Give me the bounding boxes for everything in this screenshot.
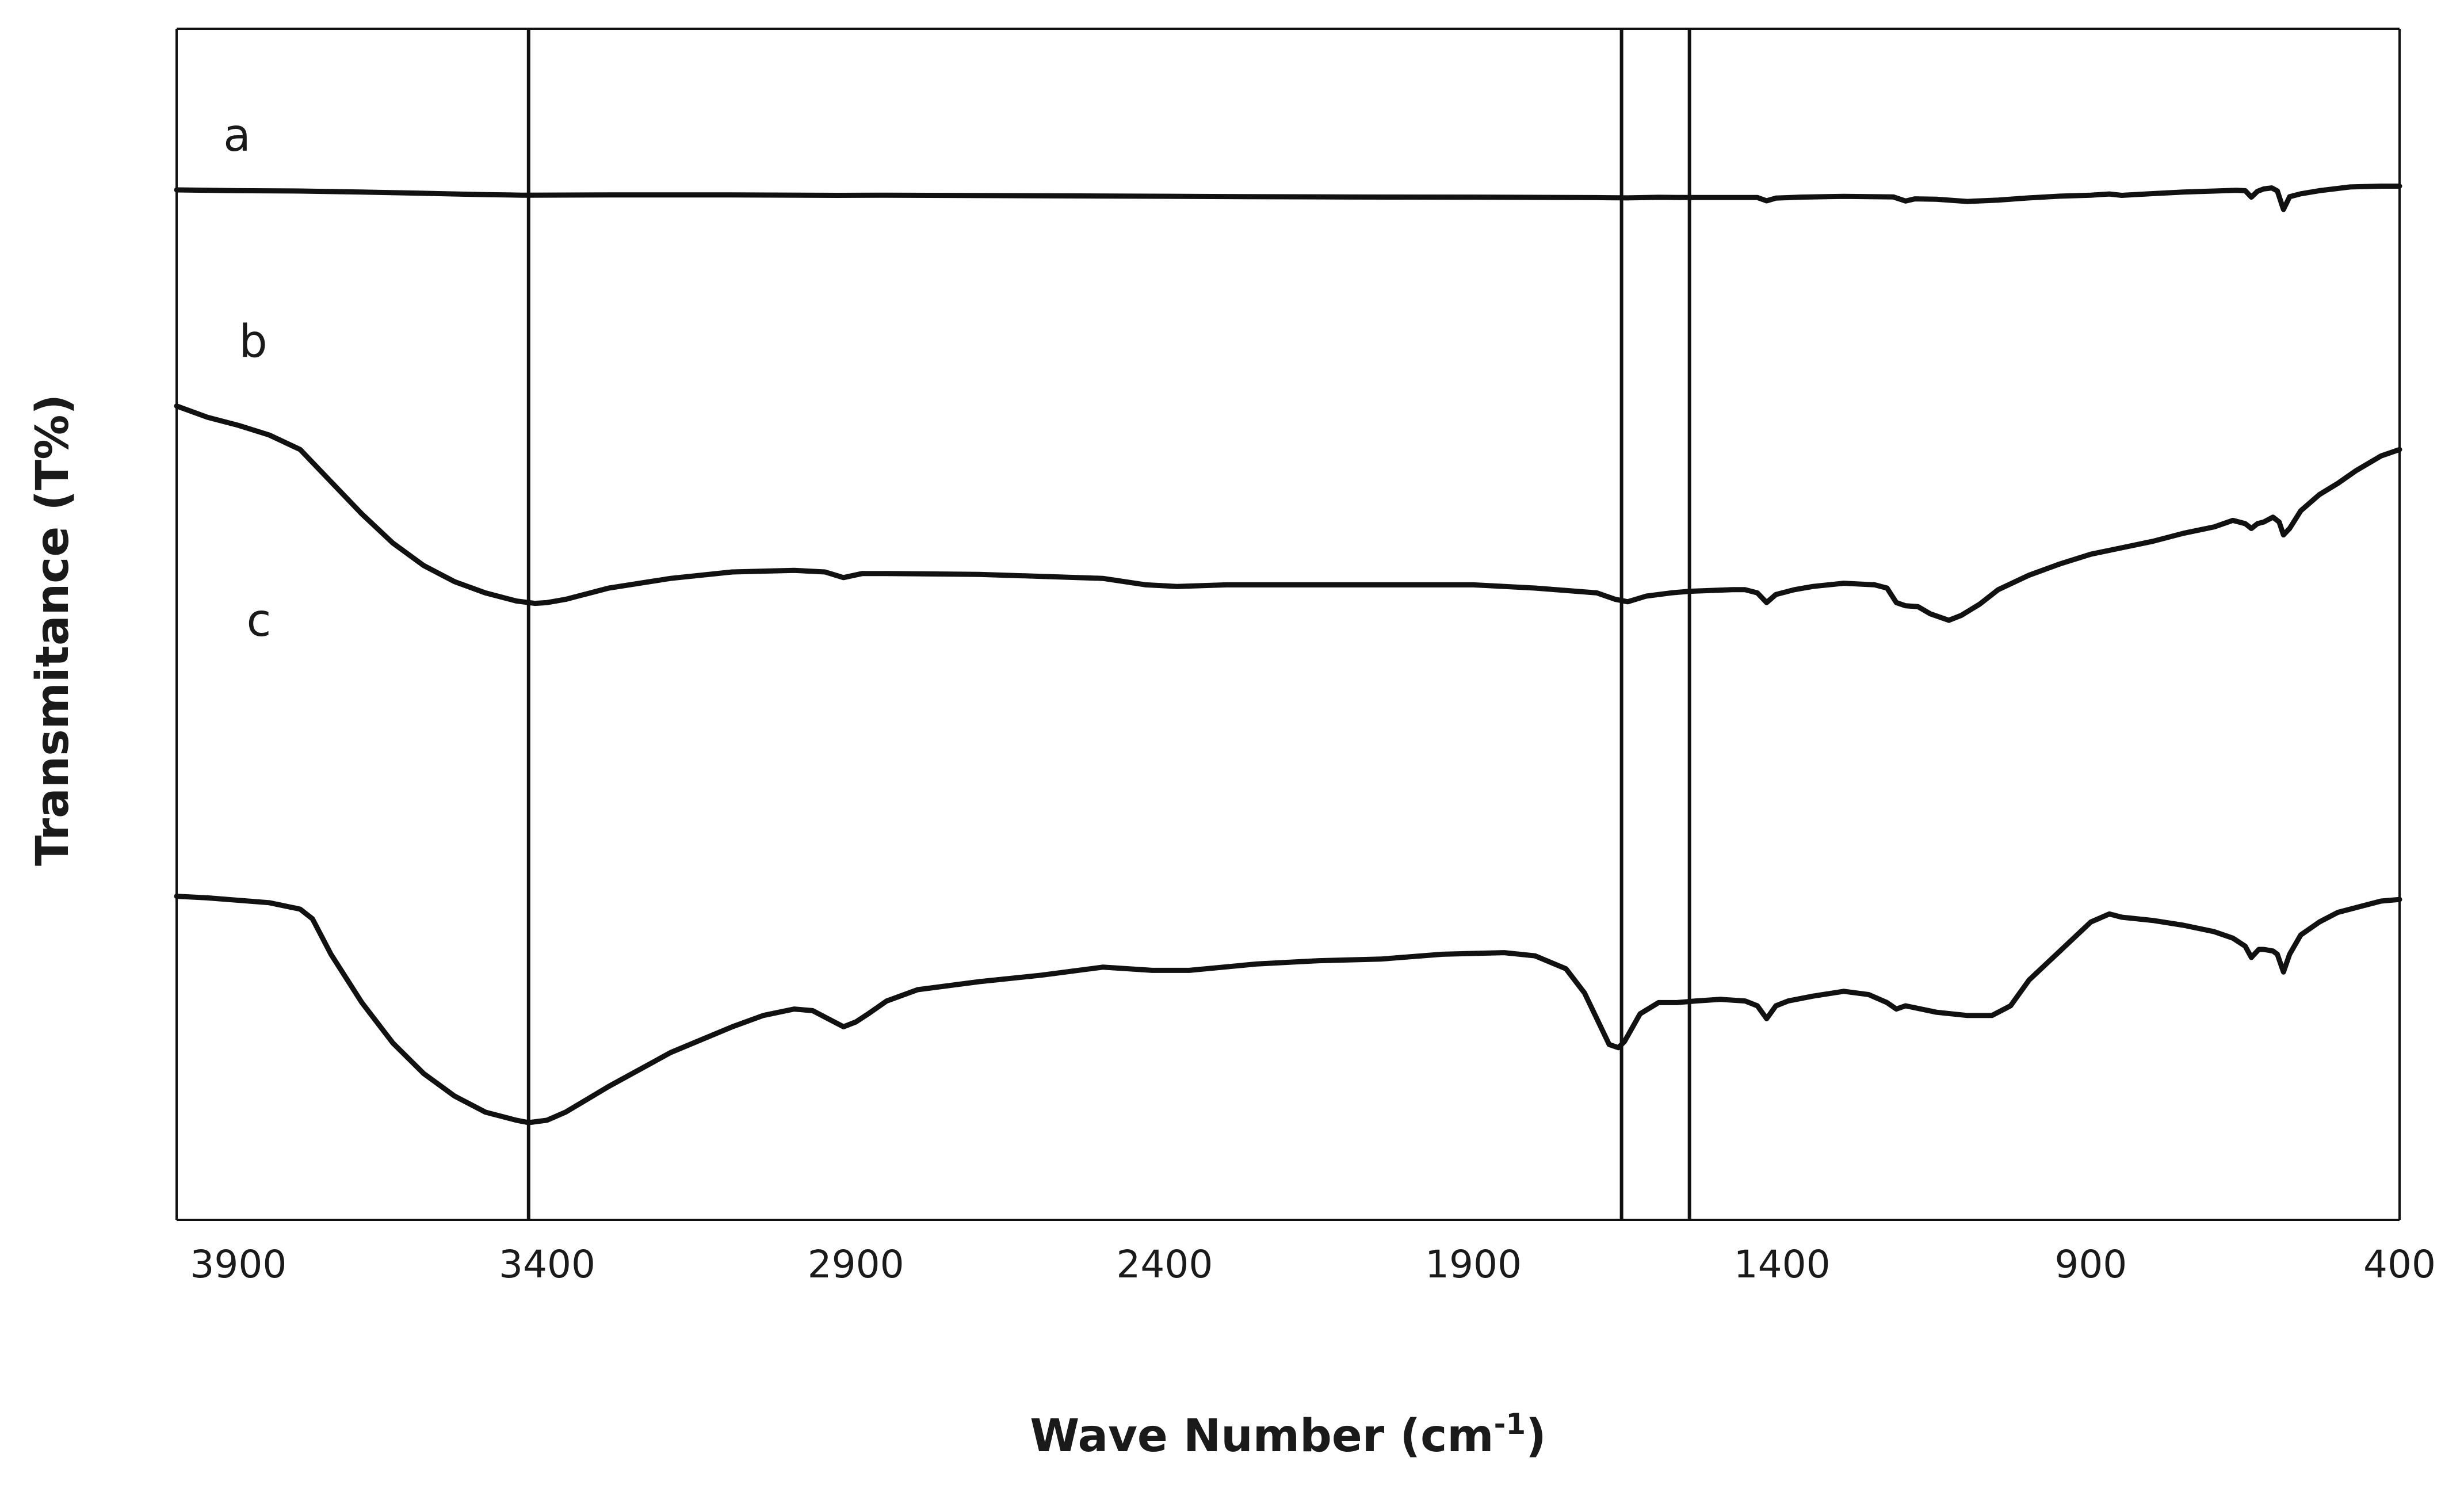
series-line-c <box>174 894 2402 1125</box>
x-tick-label: 900 <box>2054 1242 2127 1287</box>
x-tick-label: 400 <box>2363 1242 2436 1287</box>
x-axis-title-main: Wave Number (cm <box>1030 1410 1493 1462</box>
x-tick-label: 2900 <box>808 1242 904 1287</box>
x-axis-title-superscript: -1 <box>1494 1407 1526 1441</box>
x-tick-label: 1400 <box>1734 1242 1831 1287</box>
series-line-b <box>174 403 2402 623</box>
x-tick-label: 3900 <box>190 1242 286 1287</box>
x-tick-label: 3400 <box>499 1242 595 1287</box>
x-axis-title-end: ) <box>1526 1410 1546 1462</box>
series-label-b: b <box>239 316 268 368</box>
x-tick-group: 3900 3400 2900 2400 1900 1400 900 400 <box>190 1242 2436 1287</box>
series-label-c: c <box>247 595 272 647</box>
x-tick-label: 1900 <box>1425 1242 1522 1287</box>
x-axis-title: Wave Number (cm-1) <box>1030 1407 1546 1462</box>
series-layer <box>174 184 2402 1125</box>
series-labels: a b c <box>223 110 271 647</box>
series-line-a <box>174 184 2402 212</box>
y-axis-title: Transmitance (T%) <box>27 394 79 866</box>
x-tick-label: 2400 <box>1116 1242 1213 1287</box>
reference-lines <box>526 29 1691 1220</box>
plot-frame <box>175 28 2401 1221</box>
series-label-a: a <box>223 110 251 162</box>
